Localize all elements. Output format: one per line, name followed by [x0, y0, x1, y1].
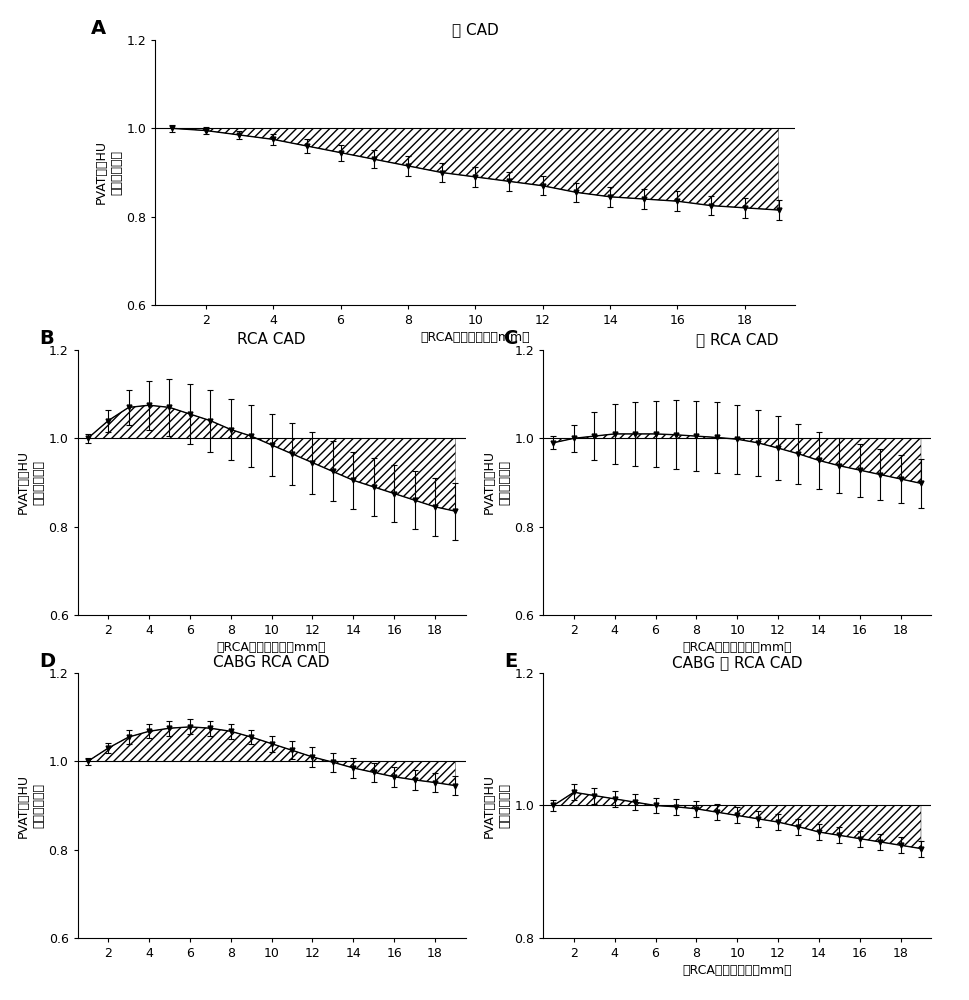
Text: D: D — [39, 652, 55, 671]
Y-axis label: PVAT平均HU
（倍数变化）: PVAT平均HU （倍数变化） — [16, 774, 46, 838]
Y-axis label: PVAT平均HU
（倍数变化）: PVAT平均HU （倍数变化） — [16, 450, 46, 514]
Text: B: B — [39, 329, 53, 348]
Text: A: A — [91, 19, 107, 38]
Title: CABG RCA CAD: CABG RCA CAD — [213, 655, 329, 670]
Title: 非 RCA CAD: 非 RCA CAD — [695, 332, 778, 347]
X-axis label: 离RCA外壁的距离（mm）: 离RCA外壁的距离（mm） — [681, 964, 792, 977]
Y-axis label: PVAT平均HU
（倍数变化）: PVAT平均HU （倍数变化） — [482, 774, 511, 838]
Text: C: C — [504, 329, 518, 348]
Y-axis label: PVAT平均HU
（倍数变化）: PVAT平均HU （倍数变化） — [94, 140, 123, 205]
Y-axis label: PVAT平均HU
（倍数变化）: PVAT平均HU （倍数变化） — [482, 450, 511, 514]
X-axis label: 离RCA外壁的距离（mm）: 离RCA外壁的距离（mm） — [420, 331, 530, 344]
X-axis label: 离RCA外壁的距离（mm）: 离RCA外壁的距离（mm） — [681, 641, 792, 654]
Text: E: E — [504, 652, 517, 671]
X-axis label: 离RCA外壁的距离（mm）: 离RCA外壁的距离（mm） — [216, 641, 327, 654]
Title: 无 CAD: 无 CAD — [452, 22, 498, 37]
Title: RCA CAD: RCA CAD — [237, 332, 305, 347]
Title: CABG 非 RCA CAD: CABG 非 RCA CAD — [672, 655, 801, 670]
